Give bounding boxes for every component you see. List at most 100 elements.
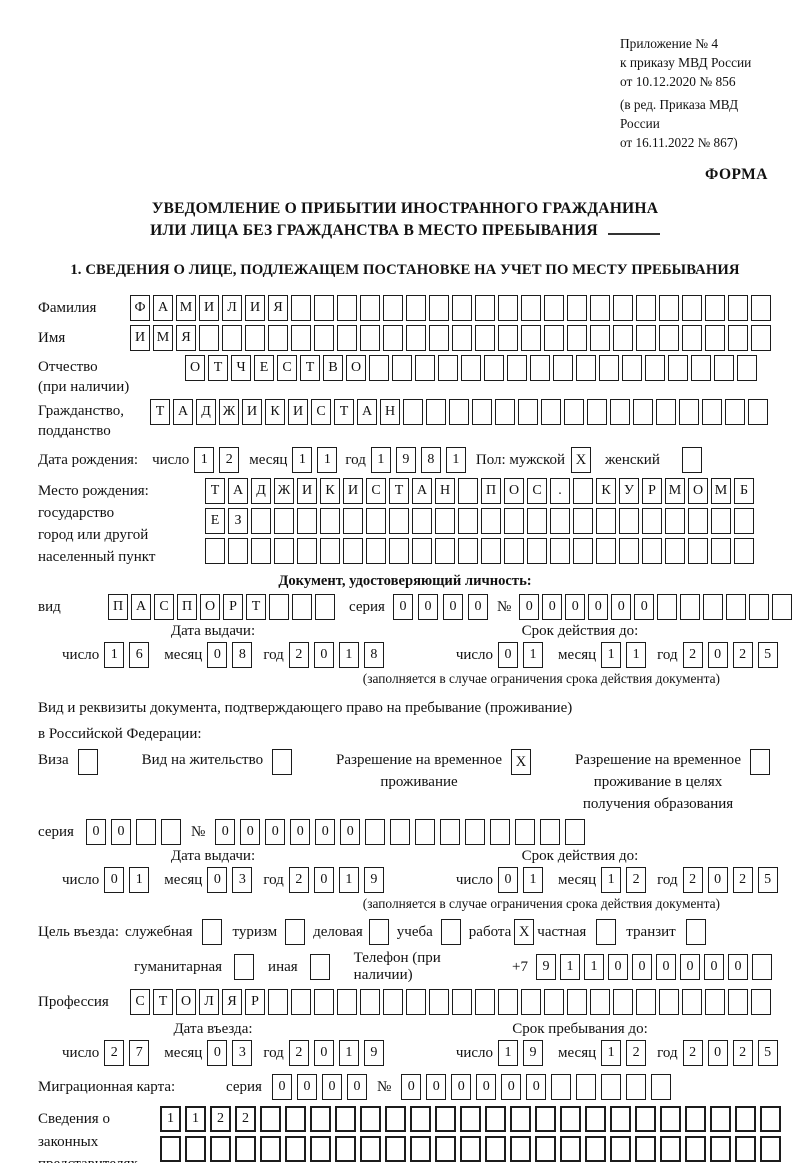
char-box[interactable] (429, 295, 449, 321)
char-box[interactable] (619, 538, 639, 564)
char-box[interactable]: 0 (315, 819, 336, 845)
char-box[interactable]: Е (205, 508, 225, 534)
char-box[interactable]: 0 (634, 594, 655, 620)
char-box[interactable]: А (228, 478, 248, 504)
char-box[interactable] (260, 1106, 281, 1132)
char-box[interactable] (682, 989, 702, 1015)
char-box[interactable]: 0 (346, 1074, 367, 1100)
char-box[interactable]: А (357, 399, 377, 425)
char-box[interactable] (749, 594, 770, 620)
char-box[interactable]: Ф (130, 295, 150, 321)
char-box[interactable] (635, 1106, 656, 1132)
char-box[interactable] (406, 989, 426, 1015)
char-box[interactable] (228, 538, 248, 564)
char-box[interactable] (440, 819, 461, 845)
char-box[interactable] (587, 399, 607, 425)
char-box[interactable] (613, 989, 633, 1015)
char-box[interactable]: А (412, 478, 432, 504)
char-box[interactable]: 5 (757, 642, 778, 668)
char-box[interactable]: К (596, 478, 616, 504)
char-box[interactable]: 1 (185, 1106, 206, 1132)
char-box[interactable]: 2 (219, 447, 240, 473)
char-box[interactable] (521, 325, 541, 351)
char-box[interactable] (659, 989, 679, 1015)
char-box[interactable] (484, 355, 504, 381)
char-box[interactable] (337, 325, 357, 351)
char-box[interactable] (310, 1136, 331, 1162)
char-box[interactable] (665, 508, 685, 534)
char-box[interactable] (564, 399, 584, 425)
char-box[interactable]: 1 (160, 1106, 181, 1132)
char-box[interactable] (461, 355, 481, 381)
char-box[interactable]: К (265, 399, 285, 425)
char-box[interactable] (565, 819, 586, 845)
char-box[interactable]: Т (150, 399, 170, 425)
char-box[interactable] (360, 325, 380, 351)
char-box[interactable]: 0 (313, 642, 334, 668)
char-box[interactable] (772, 594, 793, 620)
char-box[interactable] (751, 295, 771, 321)
char-box[interactable] (452, 295, 472, 321)
char-box[interactable]: А (173, 399, 193, 425)
char-box[interactable]: Р (245, 989, 265, 1015)
char-box[interactable] (435, 1106, 456, 1132)
char-box[interactable]: 0 (608, 954, 628, 980)
char-box[interactable]: 0 (401, 1074, 422, 1100)
purpose-work-checkbox[interactable]: X (514, 919, 535, 945)
char-box[interactable] (585, 1136, 606, 1162)
char-box[interactable] (383, 295, 403, 321)
char-box[interactable] (410, 1136, 431, 1162)
char-box[interactable] (498, 989, 518, 1015)
char-box[interactable]: 0 (321, 1074, 342, 1100)
char-box[interactable] (656, 399, 676, 425)
char-box[interactable] (679, 399, 699, 425)
char-box[interactable] (540, 819, 561, 845)
char-box[interactable]: 1 (292, 447, 313, 473)
char-box[interactable]: М (176, 295, 196, 321)
char-box[interactable] (438, 355, 458, 381)
char-box[interactable]: А (153, 295, 173, 321)
char-box[interactable] (389, 538, 409, 564)
char-box[interactable] (685, 1136, 706, 1162)
char-box[interactable] (735, 1136, 756, 1162)
char-box[interactable]: 0 (290, 819, 311, 845)
char-box[interactable] (710, 1136, 731, 1162)
char-box[interactable] (320, 508, 340, 534)
char-box[interactable]: 1 (601, 642, 622, 668)
char-box[interactable]: И (199, 295, 219, 321)
char-box[interactable] (560, 1106, 581, 1132)
char-box[interactable]: З (228, 508, 248, 534)
char-box[interactable] (682, 325, 702, 351)
char-box[interactable]: М (665, 478, 685, 504)
char-box[interactable] (429, 325, 449, 351)
char-box[interactable]: П (481, 478, 501, 504)
char-box[interactable]: О (688, 478, 708, 504)
char-box[interactable]: 2 (682, 1040, 703, 1066)
char-box[interactable] (310, 1106, 331, 1132)
char-box[interactable]: И (297, 478, 317, 504)
char-box[interactable]: 0 (611, 594, 632, 620)
char-box[interactable] (535, 1136, 556, 1162)
char-box[interactable]: 2 (732, 1040, 753, 1066)
char-box[interactable] (711, 538, 731, 564)
char-box[interactable] (510, 1106, 531, 1132)
char-box[interactable]: 9 (363, 1040, 384, 1066)
char-box[interactable] (660, 1106, 681, 1132)
char-box[interactable] (385, 1136, 406, 1162)
char-box[interactable] (527, 538, 547, 564)
char-box[interactable]: О (504, 478, 524, 504)
char-box[interactable]: 2 (732, 867, 753, 893)
char-box[interactable] (495, 399, 515, 425)
char-box[interactable]: У (619, 478, 639, 504)
char-box[interactable] (734, 508, 754, 534)
char-box[interactable] (688, 538, 708, 564)
char-box[interactable]: С (366, 478, 386, 504)
char-box[interactable] (268, 325, 288, 351)
char-box[interactable] (703, 594, 724, 620)
char-box[interactable]: 2 (210, 1106, 231, 1132)
char-box[interactable]: Ж (274, 478, 294, 504)
char-box[interactable] (337, 295, 357, 321)
char-box[interactable]: 5 (757, 1040, 778, 1066)
char-box[interactable] (541, 399, 561, 425)
char-box[interactable] (726, 594, 747, 620)
